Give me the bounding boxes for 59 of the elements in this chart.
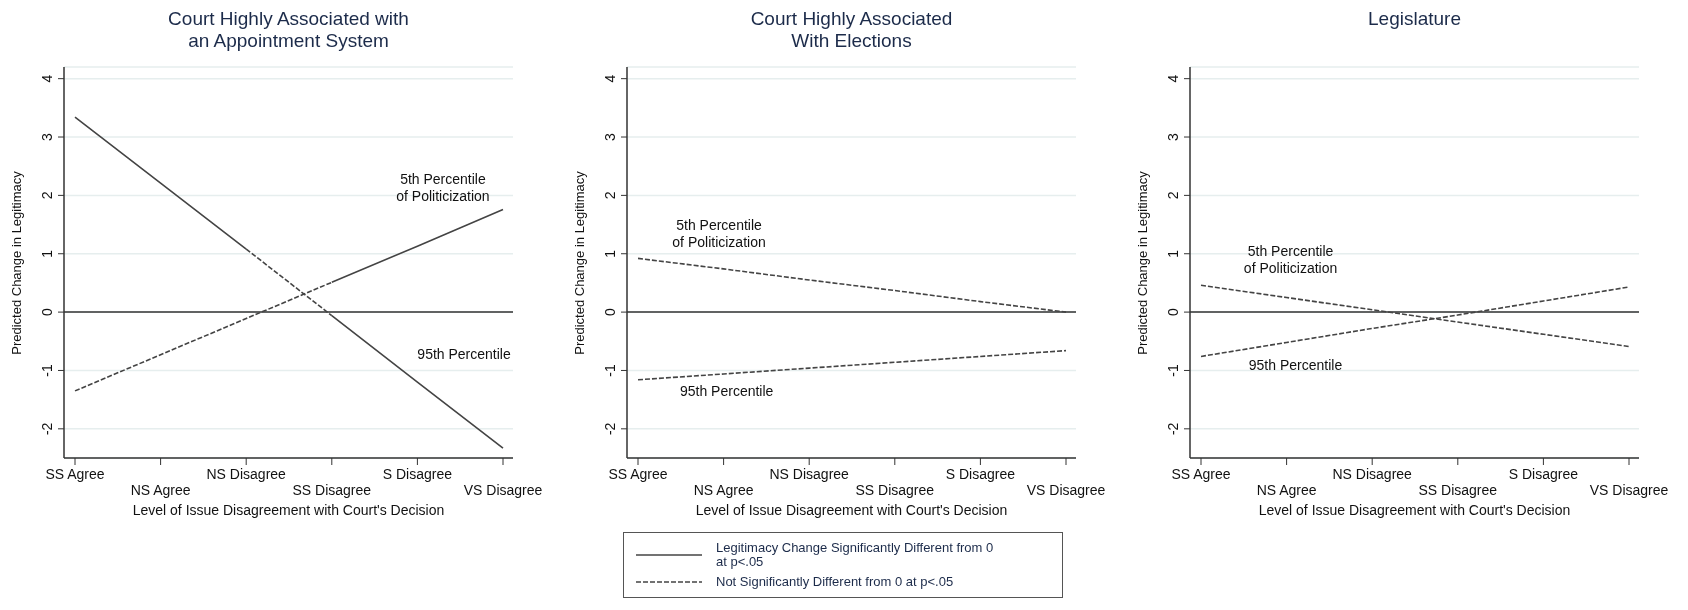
x-tick-label: SS Disagree: [1418, 482, 1498, 498]
x-axis-title: Level of Issue Disagreement with Court's Decision: [132, 502, 445, 518]
y-tick-label: 1: [1165, 249, 1181, 258]
y-tick-label: -1: [602, 364, 618, 377]
x-axis-title: Level of Issue Disagreement with Court's Decision: [1258, 502, 1571, 518]
y-tick-label: -2: [39, 422, 55, 436]
line-series: [637, 349, 1067, 381]
y-tick-label: 4: [39, 74, 55, 83]
text: Legitimacy Change Significantly Different from 0 at p<.05: [716, 540, 995, 569]
y-tick-label: -2: [1165, 422, 1181, 436]
x-tick-label: NS Agree: [1256, 482, 1317, 498]
annotation: 5th Percentile of Politicization: [1243, 242, 1338, 277]
x-tick-label: NS Disagree: [206, 466, 287, 482]
x-tick-label: VS Disagree: [463, 482, 543, 498]
x-tick-label: VS Disagree: [1026, 482, 1106, 498]
x-tick-label: NS Disagree: [1332, 466, 1413, 482]
y-tick-label: 3: [1165, 132, 1181, 141]
x-tick-label: S Disagree: [382, 466, 453, 482]
y-tick-label: 2: [602, 191, 618, 200]
x-tick-label: SS Agree: [45, 466, 105, 482]
line-series: [1200, 286, 1630, 358]
y-tick-label: -1: [1165, 364, 1181, 377]
chart-title: Legislature: [1367, 8, 1462, 30]
line-series: [637, 257, 1067, 313]
x-axis-title: Level of Issue Disagreement with Court's Decision: [695, 502, 1008, 518]
y-tick-label: 0: [602, 308, 618, 316]
annotation: 5th Percentile of Politicization: [672, 217, 766, 252]
x-tick-label: SS Agree: [608, 466, 668, 482]
y-axis-title: Predicted Change in Legitimacy: [571, 170, 587, 355]
y-tick-label: 3: [39, 132, 55, 141]
y-tick-label: 1: [602, 249, 618, 258]
x-tick-label: SS Disagree: [855, 482, 935, 498]
annotation: 5th Percentile of Politicization: [396, 171, 490, 206]
y-tick-label: 1: [39, 249, 55, 258]
y-tick-label: -2: [602, 422, 618, 436]
y-tick-label: 3: [602, 132, 618, 141]
x-tick-label: SS Agree: [1171, 466, 1231, 482]
annotation: 95th Percentile: [679, 382, 774, 400]
y-tick-label: 2: [1165, 191, 1181, 200]
y-tick-label: 2: [39, 191, 55, 200]
x-tick-label: NS Agree: [130, 482, 191, 498]
annotation: 95th Percentile: [1248, 356, 1343, 374]
y-axis-title: Predicted Change in Legitimacy: [1134, 170, 1150, 355]
x-tick-label: NS Agree: [693, 482, 754, 498]
y-axis-title: Predicted Change in Legitimacy: [8, 170, 24, 355]
chart-title: Court Highly Associated With Elections: [749, 8, 954, 52]
y-tick-label: 0: [39, 308, 55, 316]
y-tick-label: 0: [1165, 308, 1181, 316]
x-tick-label: S Disagree: [945, 466, 1016, 482]
y-tick-label: 4: [602, 74, 618, 83]
y-tick-label: 4: [1165, 74, 1181, 83]
x-tick-label: S Disagree: [1508, 466, 1579, 482]
x-tick-label: NS Disagree: [769, 466, 850, 482]
y-tick-label: -1: [39, 364, 55, 377]
x-tick-label: SS Disagree: [292, 482, 372, 498]
chart-title: Court Highly Associated with an Appointment System: [167, 8, 410, 52]
x-tick-label: VS Disagree: [1589, 482, 1669, 498]
annotation: 95th Percentile: [417, 345, 511, 363]
text: Not Significantly Different from 0 at p<.05: [716, 574, 955, 589]
